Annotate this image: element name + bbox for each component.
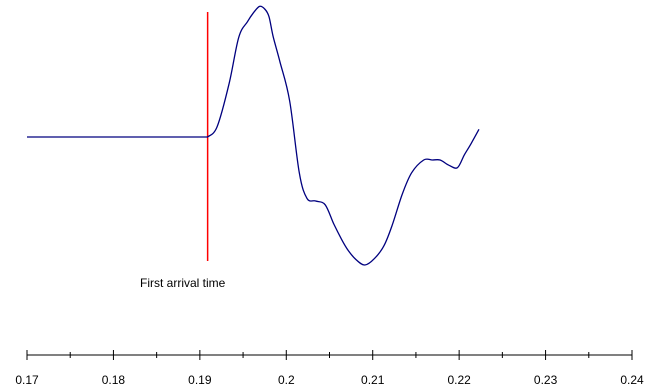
x-tick-label: 0.24 [620,373,644,387]
x-tick-label: 0.19 [188,373,212,387]
first-arrival-marker-group: First arrival time [140,12,226,290]
x-tick-label: 0.18 [102,373,126,387]
x-tick-label: 0.2 [278,373,295,387]
x-tick-label: 0.21 [361,373,385,387]
x-tick-label: 0.17 [15,373,39,387]
x-tick-label: 0.23 [534,373,558,387]
x-axis: 0.17 0.18 0.19 0.2 0.21 0.22 0.23 0.24 [15,350,644,387]
first-arrival-label: First arrival time [140,276,226,290]
series-group [27,5,480,266]
waveform-series-line [27,5,480,266]
x-tick-label: 0.22 [447,373,471,387]
